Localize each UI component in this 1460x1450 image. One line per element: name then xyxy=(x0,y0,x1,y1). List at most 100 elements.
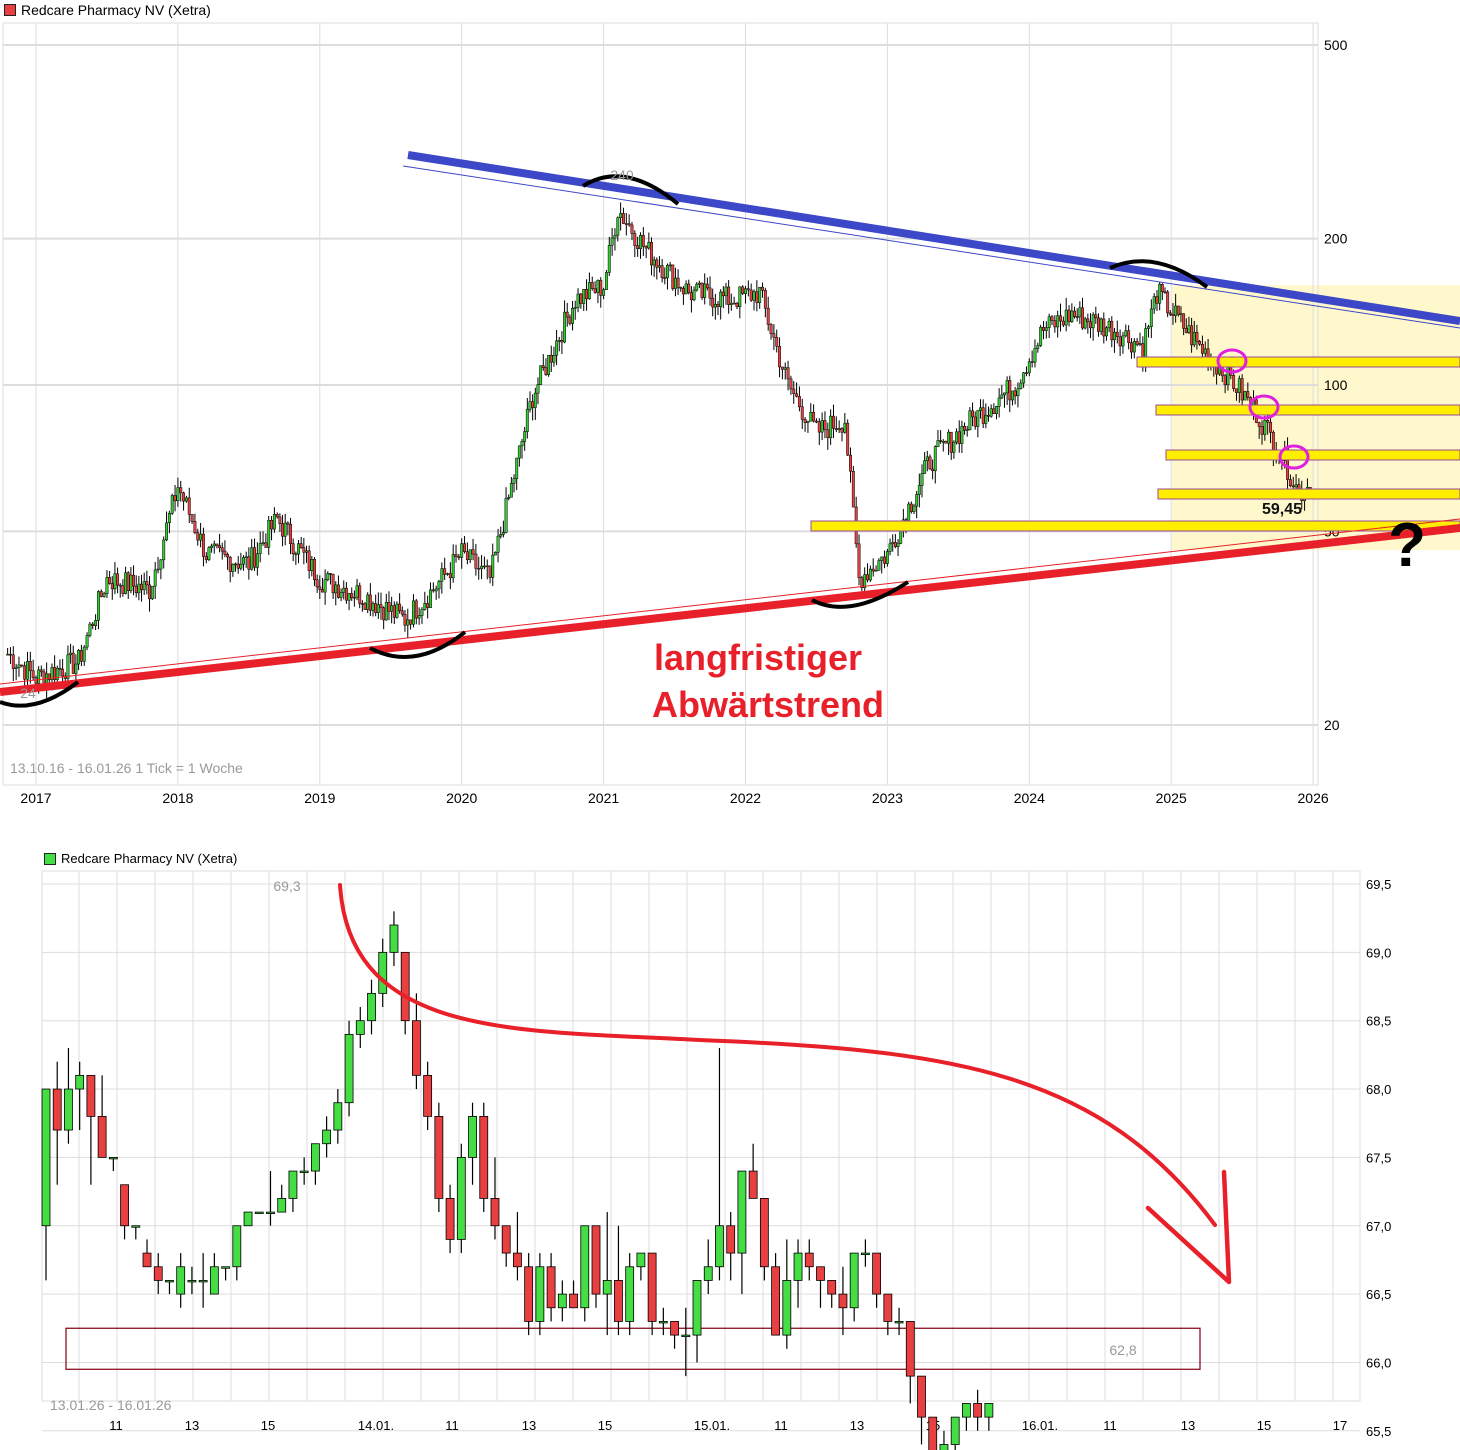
candle-body xyxy=(468,1115,477,1158)
candle-body xyxy=(737,1170,747,1254)
candle-body xyxy=(187,1280,197,1283)
y-tick-label: 20 xyxy=(1324,717,1340,733)
candle-body xyxy=(400,951,410,1022)
candle-body xyxy=(142,1252,152,1268)
candle-body xyxy=(748,1170,758,1199)
pivot-arc xyxy=(1109,259,1209,289)
y-tick-label: 69,0 xyxy=(1366,945,1391,960)
bottom-chart-legend: Redcare Pharmacy NV (Xetra) xyxy=(44,851,237,866)
candle-body xyxy=(97,1115,107,1158)
low-price-label: 24 xyxy=(20,685,36,701)
y-tick-label: 68,5 xyxy=(1366,1014,1391,1029)
top-chart-title: Redcare Pharmacy NV (Xetra) xyxy=(21,2,211,18)
candle-body xyxy=(209,1266,219,1295)
candle-body xyxy=(120,1184,129,1227)
high-price-label: 240 xyxy=(610,167,634,183)
breakdown-circle xyxy=(1248,394,1280,420)
candle-body xyxy=(681,1334,691,1338)
x-tick-label: 13 xyxy=(522,1418,536,1433)
candle-body xyxy=(883,1293,893,1322)
x-tick-label: 2022 xyxy=(730,790,761,806)
x-tick-label: 11 xyxy=(774,1418,788,1433)
candle-body xyxy=(232,1225,242,1268)
candle-body xyxy=(501,1225,511,1254)
candle-body xyxy=(793,1252,803,1281)
intraday-candlestick-chart: 69,569,068,568,067,567,066,566,065,565,0… xyxy=(41,870,1391,1450)
candle-body xyxy=(322,1129,332,1145)
x-tick-label: 17 xyxy=(1333,1418,1347,1433)
candle-body xyxy=(490,1198,500,1227)
lower-trendline xyxy=(0,524,1460,696)
candle-body xyxy=(277,1198,287,1213)
candle-body xyxy=(86,1074,96,1117)
pivot-arc xyxy=(581,174,680,206)
candle-body xyxy=(636,1252,646,1268)
candle-body xyxy=(75,1074,85,1090)
candle-body xyxy=(176,1266,186,1295)
x-tick-label: 15 xyxy=(598,1418,612,1433)
horizontal-support-level xyxy=(1165,449,1460,461)
candle-body xyxy=(849,1252,859,1309)
x-tick-label: 14.01. xyxy=(358,1418,394,1433)
breakdown-circle xyxy=(1216,348,1248,374)
candle-body xyxy=(434,1115,444,1199)
candle-body xyxy=(546,1266,556,1309)
bottom-chart-title: Redcare Pharmacy NV (Xetra) xyxy=(61,851,238,866)
candle-body xyxy=(647,1252,657,1322)
candle-body xyxy=(299,1170,309,1173)
top-chart-legend: Redcare Pharmacy NV (Xetra) xyxy=(4,2,211,18)
candle-body xyxy=(838,1293,848,1309)
range-label: 13.01.26 - 16.01.26 xyxy=(50,1397,172,1413)
candle-body xyxy=(535,1266,545,1322)
y-tick-label: 68,0 xyxy=(1366,1082,1391,1097)
x-tick-label: 2020 xyxy=(446,790,477,806)
candle-body xyxy=(198,1280,208,1283)
candle-body xyxy=(625,1266,635,1322)
y-tick-label: 67,5 xyxy=(1366,1150,1391,1165)
candle-body xyxy=(962,1403,971,1418)
candle-body xyxy=(771,1266,780,1336)
candle-body xyxy=(333,1102,343,1131)
candle-body xyxy=(816,1266,825,1281)
candle-body xyxy=(715,1225,724,1268)
candle-body xyxy=(860,1252,870,1255)
x-tick-label: 2023 xyxy=(872,790,903,806)
x-tick-label: 13 xyxy=(850,1418,864,1433)
candle-body xyxy=(703,1266,713,1281)
candle-body xyxy=(569,1293,578,1309)
candle-body xyxy=(344,1033,354,1104)
candle-body xyxy=(614,1280,623,1322)
candle-body xyxy=(984,1403,994,1418)
annotation-text-line2: Abwärtstrend xyxy=(652,684,884,725)
candle-body xyxy=(670,1321,679,1336)
x-tick-label: 2024 xyxy=(1014,790,1045,806)
candle-body xyxy=(131,1225,141,1228)
x-tick-label: 2017 xyxy=(20,790,51,806)
x-tick-label: 2019 xyxy=(304,790,335,806)
candle-body xyxy=(580,1225,590,1309)
horizontal-support-level xyxy=(1157,488,1460,500)
upper-trendline-thin xyxy=(402,165,1460,329)
candle-body xyxy=(872,1252,882,1295)
intraday-candles xyxy=(41,911,994,1450)
candle-body xyxy=(973,1403,983,1418)
plot-area xyxy=(2,22,1319,786)
candle-body xyxy=(804,1252,814,1268)
candle-body xyxy=(423,1074,433,1117)
pivot-arc xyxy=(811,580,910,609)
high-price-label: 69,3 xyxy=(273,878,300,894)
candle-body xyxy=(759,1198,769,1268)
breakdown-circle xyxy=(1278,444,1310,470)
question-mark-annotation: ? xyxy=(1388,511,1426,580)
y-tick-label: 67,0 xyxy=(1366,1219,1391,1234)
candle-body xyxy=(591,1225,601,1295)
candle-body xyxy=(479,1115,489,1199)
candle-body xyxy=(288,1170,298,1199)
candle-body xyxy=(894,1321,904,1324)
x-tick-label: 13 xyxy=(1181,1418,1195,1433)
y-tick-label: 66,5 xyxy=(1366,1287,1391,1302)
x-tick-label: 11 xyxy=(445,1418,459,1433)
candle-body xyxy=(456,1156,466,1240)
candle-body xyxy=(782,1280,792,1336)
y-tick-label: 65,5 xyxy=(1366,1424,1391,1439)
